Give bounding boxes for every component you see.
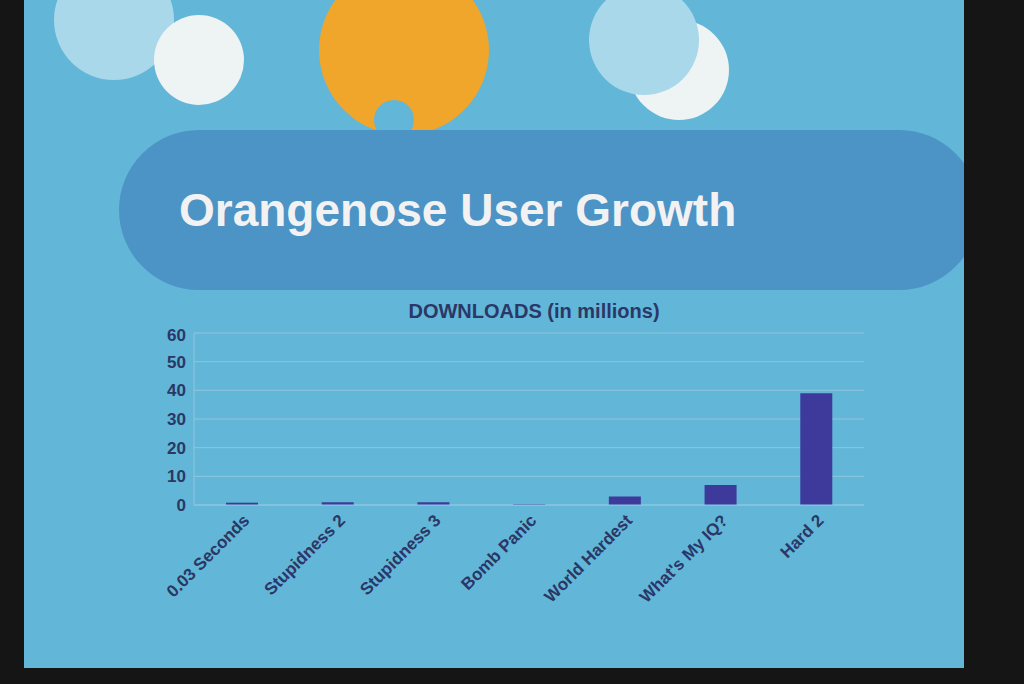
svg-text:10: 10 <box>167 467 186 486</box>
html-text:DOWNLOADS (in millions): DOWNLOADS (in millions) <box>408 300 660 322</box>
svg-text:Hard 2: Hard 2 <box>777 511 828 562</box>
svg-text:0: 0 <box>177 496 186 515</box>
html-text:Orangenose User Growth: Orangenose User Growth <box>179 184 737 236</box>
svg-text:20: 20 <box>167 439 186 458</box>
svg-text:60: 60 <box>167 326 186 345</box>
svg-text:Stupidness 2: Stupidness 2 <box>261 511 349 599</box>
svg-text:0.03 Seconds: 0.03 Seconds <box>163 511 253 601</box>
svg-text:World Hardest: World Hardest <box>541 511 637 607</box>
svg-text:Bomb Panic: Bomb Panic <box>457 511 540 594</box>
svg-text:What's My IQ?: What's My IQ? <box>636 511 732 607</box>
svg-text:30: 30 <box>167 410 186 429</box>
svg-text:40: 40 <box>167 381 186 400</box>
svg-text:Stupidness 3: Stupidness 3 <box>356 511 444 599</box>
svg-text:50: 50 <box>167 353 186 372</box>
